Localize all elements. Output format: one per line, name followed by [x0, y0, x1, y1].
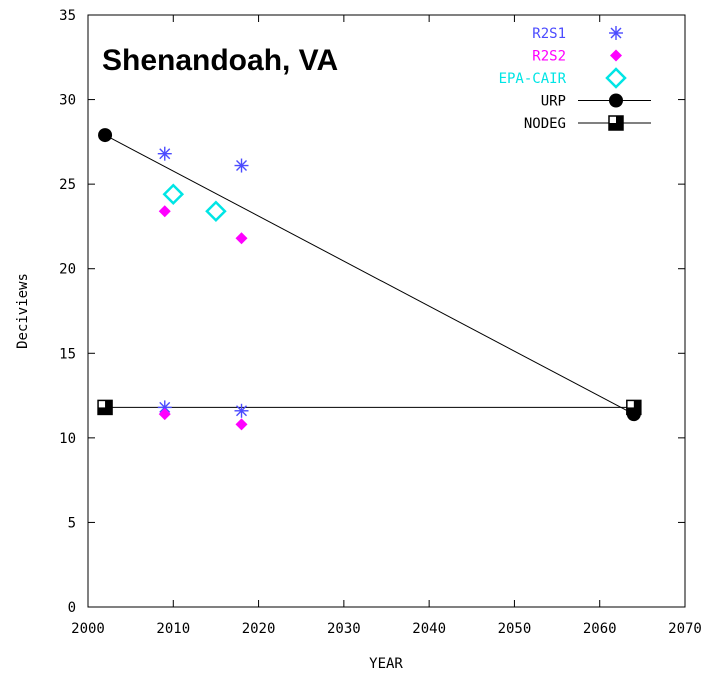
x-tick-label: 2070 — [668, 621, 702, 637]
x-axis-label: YEAR — [369, 656, 403, 672]
legend-marker — [610, 49, 622, 62]
y-tick-label: 0 — [68, 600, 76, 616]
x-tick-label: 2020 — [242, 621, 276, 637]
y-axis-label: Deciviews — [15, 273, 31, 349]
diamond-outline — [205, 200, 227, 222]
legend: R2S1 R2S2 EPA-CAIR URP NODEG — [499, 26, 651, 132]
y-tick-label: 30 — [59, 93, 76, 109]
data-markers — [97, 128, 642, 431]
legend-label: NODEG — [524, 116, 566, 132]
marker-urp — [98, 128, 113, 143]
asterisk-stroke — [610, 27, 622, 39]
marker-r2s1 — [234, 403, 249, 418]
asterisk-stroke — [236, 160, 248, 172]
circle-shape — [609, 93, 623, 108]
y-tick-label: 35 — [59, 8, 76, 24]
chart-title: Shenandoah, VA — [102, 44, 338, 77]
legend-label: R2S2 — [532, 49, 566, 65]
diamond-shape — [235, 232, 248, 245]
marker-r2s2 — [235, 418, 248, 431]
legend-label: R2S1 — [532, 26, 566, 42]
x-tick-label: 2060 — [583, 621, 617, 637]
diamond-shape — [158, 205, 171, 218]
legend-label: EPA-CAIR — [499, 71, 567, 87]
y-tick-label: 20 — [59, 262, 76, 278]
x-tick-label: 2050 — [498, 621, 532, 637]
legend-marker — [609, 26, 623, 40]
y-tick-label: 25 — [59, 177, 76, 193]
marker-r2s2 — [158, 408, 171, 421]
series-line-urp — [104, 134, 635, 415]
asterisk-stroke — [159, 148, 171, 160]
plot-frame — [87, 14, 686, 608]
square-outline — [97, 399, 113, 416]
circle-shape — [98, 128, 113, 143]
marker-r2s1 — [234, 158, 249, 173]
asterisk-stroke — [236, 405, 248, 417]
legend-label: URP — [541, 94, 566, 110]
diamond-shape — [158, 408, 171, 421]
square-quadrant — [626, 400, 634, 408]
marker-nodeg — [626, 399, 642, 416]
y-tick-label: 10 — [59, 431, 76, 447]
square-quadrant — [98, 400, 106, 408]
diamond-outline — [605, 67, 627, 89]
legend-marker — [609, 93, 623, 108]
x-tick-label: 2040 — [412, 621, 446, 637]
x-tick-label: 2010 — [156, 621, 190, 637]
asterisk-stroke — [159, 401, 171, 413]
marker-epa-cair — [205, 200, 227, 222]
marker-epa-cair — [162, 183, 185, 206]
y-tick-label: 5 — [68, 515, 76, 531]
diamond-shape — [610, 49, 622, 62]
x-tick-label: 2000 — [71, 621, 105, 637]
legend-marker — [605, 67, 627, 89]
square-outline — [608, 115, 624, 131]
diamond-outline — [162, 183, 185, 206]
marker-r2s2 — [158, 205, 171, 218]
axis-ticks: 2000 2010 2020 2030 2040 2050 2060 207005101520… — [59, 8, 702, 637]
legend-marker — [608, 115, 624, 131]
square-quadrant — [609, 116, 616, 123]
marker-r2s1 — [157, 146, 172, 161]
marker-r2s2 — [235, 232, 248, 245]
diamond-shape — [235, 418, 248, 431]
square-outline — [626, 399, 642, 416]
x-tick-label: 2030 — [327, 621, 361, 637]
series-lines — [104, 134, 635, 415]
marker-nodeg — [97, 399, 113, 416]
y-tick-label: 15 — [59, 346, 76, 362]
